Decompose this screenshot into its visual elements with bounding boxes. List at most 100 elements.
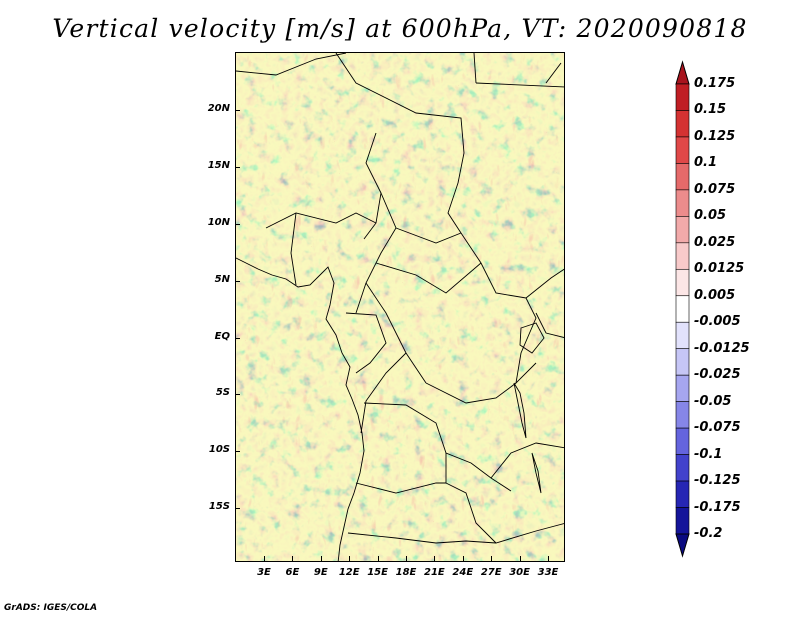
colorbar-level-label: 0.1 (694, 155, 718, 171)
lat-tick (235, 224, 240, 225)
colorbar-swatch (675, 454, 690, 482)
lon-tick (462, 556, 464, 561)
field-red-streaks (236, 53, 564, 561)
lon-label-15e: 15E (367, 567, 388, 578)
border-v (475, 82, 564, 88)
colorbar-level-label: 0.125 (694, 128, 736, 144)
footer-credit: GrADS: IGES/COLA (4, 603, 98, 613)
border-o (515, 297, 537, 384)
border-b (335, 53, 465, 184)
lat-tick (235, 110, 240, 111)
colorbar-level-label: 0.075 (694, 181, 736, 197)
lon-label-6e: 6E (285, 567, 300, 578)
lon-label-33e: 33E (537, 567, 559, 578)
colorbar-level-label: -0.125 (694, 473, 741, 489)
lake-tanganyika (513, 382, 527, 439)
border-e (290, 212, 297, 286)
lat-label-eq: EQ (214, 331, 230, 342)
border-d (265, 212, 377, 229)
colorbar-swatch (675, 216, 690, 244)
lon-label-9e: 9E (313, 567, 328, 578)
lat-tick (235, 508, 240, 509)
lon-tick (548, 556, 549, 561)
lat-tick (235, 281, 240, 282)
border-t (490, 442, 564, 479)
border-q (445, 453, 497, 544)
border-j (365, 282, 427, 384)
lat-label-10n: 10N (207, 217, 230, 228)
lat-label-10s: 10S (208, 444, 230, 455)
border-a (236, 53, 347, 76)
lake-malawi (531, 452, 542, 494)
border-m (425, 362, 537, 404)
lat-tick (235, 451, 240, 452)
lon-tick (264, 556, 265, 561)
border-k (360, 352, 407, 434)
colorbar-swatch (675, 242, 690, 270)
border-w (545, 62, 562, 84)
colorbar-level-label: -0.025 (694, 367, 741, 383)
border-s (347, 523, 564, 544)
lat-label-5s: 5S (215, 387, 230, 398)
border-f (355, 192, 397, 314)
colorbar-level-label: 0.05 (694, 208, 727, 224)
lon-tick (320, 556, 322, 561)
colorbar-level-label: -0.05 (694, 393, 732, 409)
colorbar-top-arrow (675, 60, 690, 85)
lat-label-15n: 15N (207, 160, 230, 171)
lon-label-18e: 18E (395, 567, 417, 578)
border-h (395, 227, 462, 244)
map-title: Vertical velocity [m/s] at 600hPa, VT: 2… (52, 14, 748, 43)
colorbar-level-label: 0.025 (694, 234, 736, 250)
colorbar-level-label: 0.005 (694, 287, 736, 303)
lon-label-21e: 21E (424, 567, 445, 578)
border-g (447, 182, 564, 299)
lon-tick (519, 556, 521, 561)
colorbar-level-label: -0.2 (694, 526, 723, 541)
colorbar-swatch (675, 268, 690, 297)
colorbar-level-label: -0.175 (694, 499, 741, 515)
colorbar-swatch (675, 321, 690, 350)
lon-tick (406, 556, 407, 561)
colorbar-level-label: -0.0125 (694, 340, 750, 356)
colorbar-swatch (675, 189, 690, 217)
colorbar-swatch (675, 163, 690, 191)
colorbar-swatch (675, 507, 690, 535)
colorbar-swatch (675, 83, 690, 111)
colorbar-swatch (675, 374, 690, 402)
lon-label-27e: 27E (480, 567, 502, 578)
lat-label-20n: 20N (207, 103, 230, 114)
lon-tick (349, 556, 351, 561)
lat-label-15s: 15S (208, 501, 230, 512)
colorbar-level-label: 0.175 (694, 76, 736, 91)
colorbar-bottom-arrow (675, 533, 690, 558)
colorbar-swatch (675, 480, 690, 508)
lon-tick (491, 556, 493, 561)
lon-label-30e: 30E (509, 567, 530, 578)
map-plot-area (235, 52, 565, 562)
lon-label-3e: 3E (257, 567, 271, 578)
lon-tick (377, 556, 379, 561)
lon-label-24e: 24E (452, 567, 474, 578)
lat-tick (235, 167, 240, 168)
colorbar-level-label: -0.075 (694, 420, 741, 436)
coastline-west (236, 257, 365, 561)
lon-label-12e: 12E (338, 567, 360, 578)
lake-victoria (519, 322, 545, 354)
colorbar-level-label: -0.005 (694, 314, 741, 330)
lon-tick (434, 556, 436, 561)
colorbar-swatch (675, 110, 690, 138)
colorbar-swatch (675, 427, 690, 455)
colorbar-level-label: 0.15 (694, 102, 727, 118)
colorbar-swatch (675, 295, 690, 323)
colorbar-swatch (675, 401, 690, 429)
lat-label-5n: 5N (214, 274, 230, 285)
colorbar-swatch (675, 136, 690, 164)
border-r (355, 482, 446, 494)
border-u (473, 53, 477, 84)
colorbar-level-label: -0.1 (694, 446, 723, 462)
colorbar-swatch (675, 348, 690, 376)
border-l (345, 312, 387, 374)
borders-layer (236, 53, 564, 561)
